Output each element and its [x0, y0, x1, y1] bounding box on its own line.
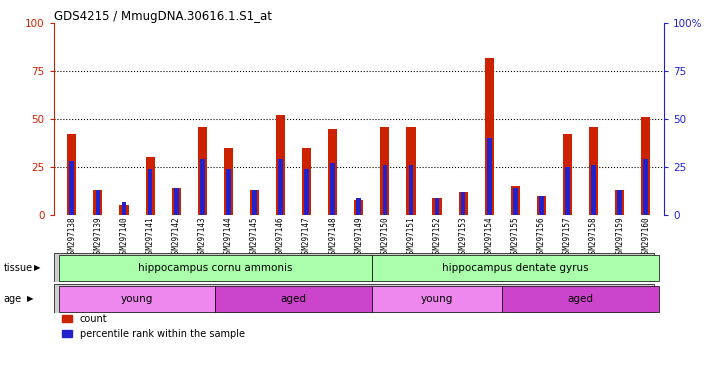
Bar: [276, 115, 285, 215]
Text: aged: aged: [568, 293, 593, 304]
Bar: [94, 190, 103, 215]
Bar: [119, 205, 129, 215]
Bar: [615, 190, 624, 215]
Bar: [200, 159, 205, 215]
Bar: [148, 169, 152, 215]
Text: ▶: ▶: [27, 294, 34, 303]
Text: hippocampus dentate gyrus: hippocampus dentate gyrus: [442, 263, 588, 273]
Legend: count, percentile rank within the sample: count, percentile rank within the sample: [59, 310, 248, 343]
Bar: [356, 198, 361, 215]
Bar: [408, 165, 413, 215]
Bar: [96, 190, 100, 215]
Bar: [121, 202, 126, 215]
Bar: [372, 255, 659, 281]
Bar: [216, 286, 372, 311]
Text: young: young: [121, 293, 154, 304]
Bar: [589, 127, 598, 215]
Bar: [252, 190, 257, 215]
Bar: [502, 286, 659, 311]
Bar: [226, 169, 231, 215]
Bar: [643, 159, 648, 215]
Bar: [304, 169, 309, 215]
Text: young: young: [421, 293, 453, 304]
Bar: [435, 198, 439, 215]
Bar: [511, 186, 520, 215]
Bar: [302, 148, 311, 215]
Bar: [485, 58, 494, 215]
Bar: [67, 134, 76, 215]
Bar: [563, 134, 572, 215]
Bar: [513, 188, 518, 215]
Bar: [591, 165, 596, 215]
Bar: [641, 117, 650, 215]
Bar: [383, 165, 387, 215]
Text: hippocampus cornu ammonis: hippocampus cornu ammonis: [138, 263, 293, 273]
Text: age: age: [4, 293, 21, 304]
Bar: [433, 198, 442, 215]
Bar: [250, 190, 259, 215]
Bar: [381, 127, 389, 215]
Text: ▶: ▶: [34, 263, 41, 272]
Bar: [223, 148, 233, 215]
Text: GDS4215 / MmugDNA.30616.1.S1_at: GDS4215 / MmugDNA.30616.1.S1_at: [54, 10, 271, 23]
Bar: [171, 188, 181, 215]
Bar: [565, 167, 570, 215]
Bar: [354, 200, 363, 215]
Bar: [406, 127, 416, 215]
Bar: [461, 192, 466, 215]
Bar: [539, 196, 544, 215]
Bar: [618, 190, 622, 215]
Bar: [458, 192, 468, 215]
Bar: [59, 255, 372, 281]
Bar: [59, 286, 216, 311]
Bar: [278, 159, 283, 215]
Bar: [487, 138, 491, 215]
Bar: [372, 286, 502, 311]
Bar: [537, 196, 546, 215]
Bar: [328, 129, 337, 215]
Text: tissue: tissue: [4, 263, 33, 273]
Text: aged: aged: [281, 293, 306, 304]
Bar: [331, 163, 335, 215]
Bar: [174, 188, 178, 215]
Bar: [198, 127, 207, 215]
Bar: [69, 161, 74, 215]
Bar: [146, 157, 155, 215]
